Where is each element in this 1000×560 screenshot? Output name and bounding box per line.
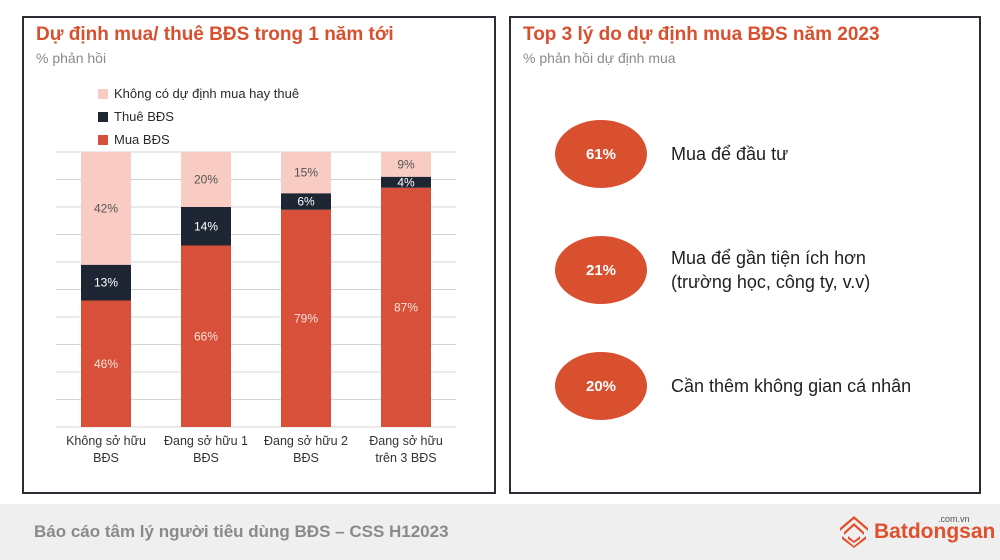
reason-label: Cần thêm không gian cá nhân xyxy=(671,376,912,396)
bar-segment xyxy=(81,300,131,427)
reason-value-badge: 21% xyxy=(555,236,647,304)
legend-label: Không có dự định mua hay thuê xyxy=(114,86,300,101)
x-tick-label: BĐS xyxy=(293,451,319,465)
bar-segment xyxy=(381,187,431,427)
legend-item: Mua BĐS xyxy=(98,128,299,151)
bar-segment xyxy=(81,264,131,301)
batdongsan-logo-icon xyxy=(840,516,868,548)
bar-data-label: 46% xyxy=(94,357,118,371)
reason-value-badge: 20% xyxy=(555,352,647,420)
reason-label: Mua để gần tiện ích hơn (trường học, côn… xyxy=(671,248,871,292)
reason-value-badge: 61% xyxy=(555,120,647,188)
reason-item-1: 61% Mua để đầu tư xyxy=(555,120,971,188)
x-tick-label: trên 3 BĐS xyxy=(375,451,436,465)
legend-item: Không có dự định mua hay thuê xyxy=(98,82,299,105)
bar-data-label: 4% xyxy=(397,175,415,189)
bar-data-label: 9% xyxy=(397,157,415,171)
stacked-bar-chart: 46% 13% 42% Không sở hữu BĐS 66% 14% 20% Đang sở… xyxy=(56,151,456,465)
bar-segment xyxy=(281,152,331,194)
x-tick-label: Đang sở hữu 1 xyxy=(164,434,248,448)
bar-segment xyxy=(381,176,431,188)
bar-data-label: 13% xyxy=(94,276,118,290)
footer-report-title: Báo cáo tâm lý người tiêu dùng BĐS – CSS… xyxy=(34,522,449,541)
bar-segment xyxy=(181,152,231,207)
x-tick-label: BĐS xyxy=(193,451,219,465)
legend-swatch xyxy=(98,134,108,145)
reason-item-2: 21% Mua để gần tiện ích hơn (trường học,… xyxy=(555,236,971,304)
right-reasons-panel: Top 3 lý do dự định mua BĐS năm 2023 % p… xyxy=(509,16,981,494)
left-panel-title: Dự định mua/ thuê BĐS trong 1 năm tới xyxy=(36,24,394,45)
brand-logo: Batdongsan .com.vn xyxy=(838,512,995,552)
bar-data-label: 6% xyxy=(297,195,315,209)
legend-item: Thuê BĐS xyxy=(98,105,299,128)
legend-swatch xyxy=(98,111,108,122)
left-panel-subtitle: % phản hồi xyxy=(36,50,107,66)
bar-data-label: 79% xyxy=(294,311,318,325)
legend-label: Mua BĐS xyxy=(114,132,170,147)
bar-data-label: 87% xyxy=(394,300,418,314)
bar-data-label: 20% xyxy=(194,173,218,187)
left-chart-panel: Dự định mua/ thuê BĐS trong 1 năm tới % … xyxy=(22,16,496,494)
footer-bar: Báo cáo tâm lý người tiêu dùng BĐS – CSS… xyxy=(0,504,1000,560)
bar-segment xyxy=(181,245,231,427)
bar-data-label: 15% xyxy=(294,166,318,180)
reason-item-3: 20% Cần thêm không gian cá nhân xyxy=(555,352,971,420)
chart-legend: Không có dự định mua hay thuê Thuê BĐS Mua… xyxy=(98,82,299,151)
right-panel-title: Top 3 lý do dự định mua BĐS năm 2023 xyxy=(523,24,880,45)
x-tick-label: Đang sở hữu xyxy=(369,434,443,448)
right-panel-subtitle: % phản hồi dự định mua xyxy=(523,50,676,66)
bar-segment xyxy=(281,193,331,210)
bar-data-label: 66% xyxy=(194,329,218,343)
legend-label: Thuê BĐS xyxy=(114,109,174,124)
bar-segment xyxy=(281,209,331,427)
x-tick-label: BĐS xyxy=(93,451,119,465)
x-tick-label: Đang sở hữu 2 xyxy=(264,434,348,448)
bar-segment xyxy=(181,207,231,246)
brand-domain: .com.vn xyxy=(938,514,970,524)
bar-data-label: 14% xyxy=(194,219,218,233)
legend-swatch xyxy=(98,88,108,99)
reason-label: Mua để đầu tư xyxy=(671,144,789,164)
bar-data-label: 42% xyxy=(94,201,118,215)
x-tick-label: Không sở hữu xyxy=(66,434,146,448)
brand-name: Batdongsan xyxy=(874,520,996,543)
bar-segment xyxy=(381,152,431,177)
bar-segment xyxy=(81,152,131,265)
